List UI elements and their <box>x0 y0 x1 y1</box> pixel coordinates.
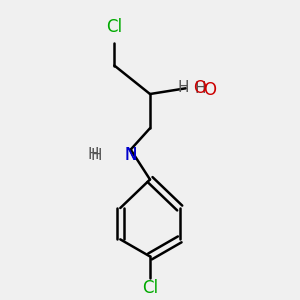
Text: Cl: Cl <box>106 18 122 36</box>
Text: N: N <box>125 146 137 164</box>
Text: Cl: Cl <box>142 279 158 297</box>
Text: H: H <box>177 80 189 95</box>
Text: O: O <box>203 81 217 99</box>
Text: H: H <box>88 147 100 162</box>
Text: O: O <box>193 79 206 97</box>
Text: H: H <box>195 81 206 96</box>
Text: H: H <box>91 148 102 163</box>
Text: N: N <box>125 146 137 164</box>
